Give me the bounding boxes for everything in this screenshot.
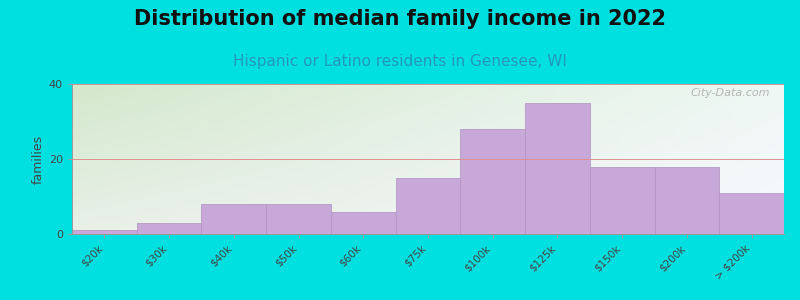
Text: Hispanic or Latino residents in Genesee, WI: Hispanic or Latino residents in Genesee,… <box>233 54 567 69</box>
Bar <box>331 212 396 234</box>
Text: City-Data.com: City-Data.com <box>690 88 770 98</box>
Bar <box>525 103 590 234</box>
Bar <box>654 167 719 234</box>
Bar <box>72 230 137 234</box>
Y-axis label: families: families <box>32 134 45 184</box>
Bar <box>460 129 525 234</box>
Bar <box>266 204 331 234</box>
Bar <box>590 167 654 234</box>
Bar <box>137 223 202 234</box>
Text: Distribution of median family income in 2022: Distribution of median family income in … <box>134 9 666 29</box>
Bar <box>396 178 460 234</box>
Bar <box>202 204 266 234</box>
Bar <box>719 193 784 234</box>
